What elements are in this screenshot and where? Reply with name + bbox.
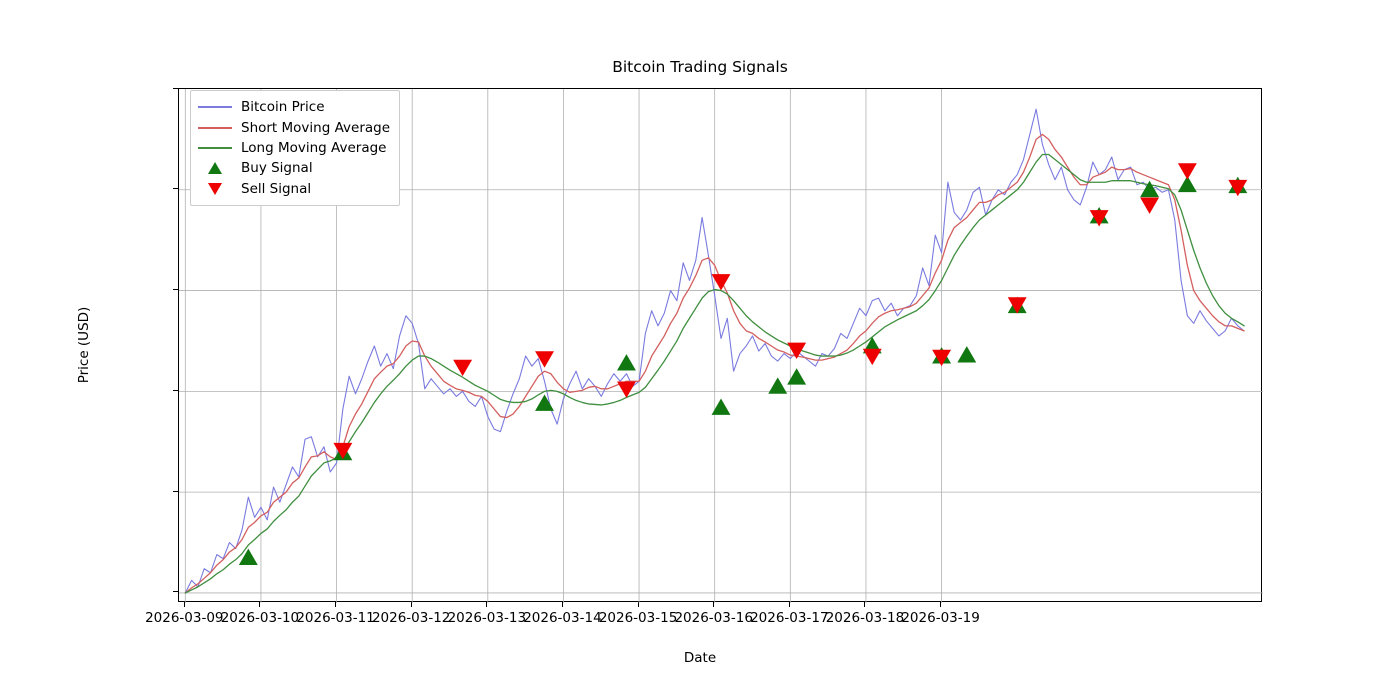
x-tick-mark — [713, 602, 715, 607]
legend-item-label: Buy Signal — [241, 160, 313, 177]
x-tick-mark — [410, 602, 412, 607]
buy-signal-marker — [238, 548, 258, 566]
legend-key-line — [198, 121, 232, 135]
buy-signal-marker — [535, 394, 554, 411]
y-tick-mark — [173, 188, 178, 190]
sell-signal-marker — [535, 351, 554, 368]
x-tick-label: 2026-03-14 — [523, 610, 602, 626]
series-line-1 — [184, 133, 1245, 594]
x-tick-label: 2026-03-13 — [447, 610, 527, 626]
sell-signal-marker — [617, 381, 636, 398]
x-tick-label: 2026-03-15 — [598, 610, 678, 626]
buy-signal-marker — [617, 354, 636, 371]
series-line-2 — [184, 153, 1245, 594]
x-tick-label: 2026-03-11 — [296, 610, 375, 626]
legend-key-marker — [198, 161, 232, 175]
buy-signal-marker — [957, 346, 977, 363]
x-tick-mark — [183, 602, 185, 607]
y-tick-mark — [173, 87, 178, 89]
sell-signal-marker — [1228, 179, 1248, 197]
buy-signal-icon — [208, 162, 222, 175]
legend-item: Short Moving Average — [198, 117, 390, 137]
x-tick-mark — [788, 602, 790, 607]
chart-title: Bitcoin Trading Signals — [612, 58, 788, 76]
x-tick-label: 2026-03-19 — [901, 610, 980, 626]
x-tick-label: 2026-03-18 — [825, 610, 905, 626]
buy-signal-marker — [1177, 175, 1197, 193]
sell-signal-marker — [711, 274, 731, 291]
x-tick-mark — [940, 602, 942, 607]
y-tick-mark — [173, 389, 178, 391]
sell-signal-marker — [453, 359, 473, 377]
legend-line-swatch — [198, 106, 232, 109]
buy-signal-marker — [1140, 180, 1160, 198]
sell-signal-marker — [1140, 197, 1160, 214]
legend-line-swatch — [198, 126, 232, 129]
sell-signal-icon — [208, 182, 222, 195]
x-tick-mark — [259, 602, 261, 607]
chart-legend: Bitcoin Price Short Moving Average Long Mo… — [190, 90, 401, 206]
sell-signal-marker — [333, 442, 353, 460]
legend-item: Buy Signal — [198, 158, 390, 178]
y-tick-mark — [173, 490, 178, 492]
legend-key-line — [198, 100, 232, 114]
sell-signal-marker — [787, 342, 807, 360]
buy-signal-marker — [711, 398, 731, 415]
x-tick-label: 2026-03-09 — [145, 610, 224, 626]
legend-item: Long Moving Average — [198, 138, 390, 158]
x-axis-label: Date — [683, 650, 717, 666]
buy-signal-marker — [768, 377, 788, 394]
sell-signal-marker — [1089, 210, 1109, 227]
sell-signal-marker — [1177, 163, 1197, 180]
x-tick-mark — [864, 602, 866, 607]
x-tick-mark — [486, 602, 488, 607]
legend-item-label: Sell Signal — [241, 180, 312, 197]
x-tick-label: 2026-03-12 — [371, 610, 451, 626]
series-line-0 — [184, 108, 1245, 594]
legend-item-label: Bitcoin Price — [241, 99, 325, 116]
buy-signal-marker — [787, 368, 807, 385]
x-tick-mark — [561, 602, 563, 607]
x-tick-mark — [335, 602, 337, 607]
x-tick-mark — [637, 602, 639, 607]
legend-item-label: Long Moving Average — [241, 139, 387, 156]
y-tick-mark — [173, 289, 178, 291]
x-tick-label: 2026-03-17 — [750, 610, 829, 626]
x-tick-label: 2026-03-10 — [220, 610, 300, 626]
y-tick-mark — [173, 591, 178, 593]
sell-signal-marker — [932, 349, 952, 367]
sell-signal-marker — [1007, 297, 1027, 314]
legend-item: Bitcoin Price — [198, 97, 390, 117]
legend-item-label: Short Moving Average — [241, 119, 391, 136]
legend-line-swatch — [198, 146, 232, 149]
legend-item: Sell Signal — [198, 179, 390, 199]
x-tick-label: 2026-03-16 — [674, 610, 753, 626]
legend-key-line — [198, 141, 232, 155]
legend-key-marker — [198, 182, 232, 196]
sell-signal-marker — [862, 348, 882, 366]
